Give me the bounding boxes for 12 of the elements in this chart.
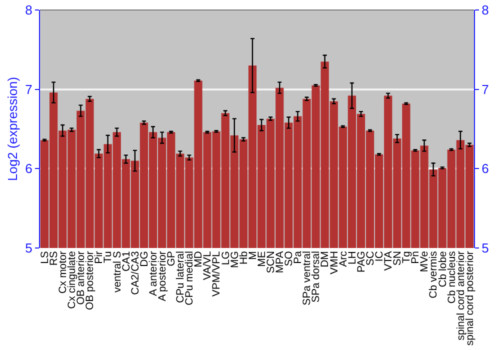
y2-tick-label: 5 (482, 240, 489, 256)
x-tick-label: OB posterior (84, 250, 96, 310)
x-tick-label: Tg (400, 250, 413, 264)
y-tick-label: 7 (25, 82, 32, 97)
x-tick-label: MVe (418, 250, 431, 272)
y-tick-label: 6 (25, 161, 32, 176)
y2-tick-label: 6 (482, 161, 489, 176)
y-tick-label: 5 (25, 240, 32, 256)
y-axis-title: Log2 (expression) (5, 76, 20, 182)
y2-tick-label: 7 (482, 82, 489, 97)
y-tick-label: 8 (25, 2, 32, 18)
y2-tick-label: 8 (482, 2, 489, 18)
